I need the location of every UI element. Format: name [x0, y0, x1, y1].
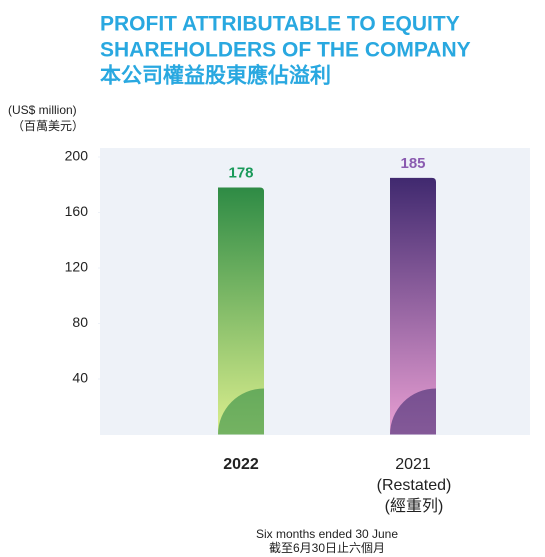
bar-corner [390, 388, 436, 435]
x-tick-label: 2022 [223, 456, 259, 473]
category-note: (Restated) [377, 477, 452, 494]
value-label: 178 [228, 164, 253, 181]
category-note: (經重列) [385, 497, 444, 515]
value-label: 185 [400, 155, 425, 172]
y-tick-label: 160 [65, 203, 89, 219]
y-tick-label: 120 [65, 259, 89, 275]
y-tick-label: 40 [72, 370, 88, 386]
y-axis-label: (US$ million) [8, 103, 77, 117]
y-axis-label: （百萬美元） [12, 119, 84, 133]
x-axis-label: 截至6月30日止六個月 [269, 541, 385, 555]
x-tick-label: 2021 [395, 456, 431, 473]
x-axis-label: Six months ended 30 June [256, 527, 398, 541]
bar [390, 177, 436, 435]
bar [218, 187, 264, 435]
chart-title: PROFIT ATTRIBUTABLE TO EQUITY [100, 13, 460, 36]
y-tick-label: 80 [72, 314, 88, 330]
y-tick-label: 200 [65, 148, 89, 164]
bar-corner [218, 388, 264, 435]
plot-background [100, 148, 530, 435]
chart-title: 本公司權益股東應佔溢利 [100, 64, 331, 88]
chart-title: SHAREHOLDERS OF THE COMPANY [100, 39, 471, 62]
